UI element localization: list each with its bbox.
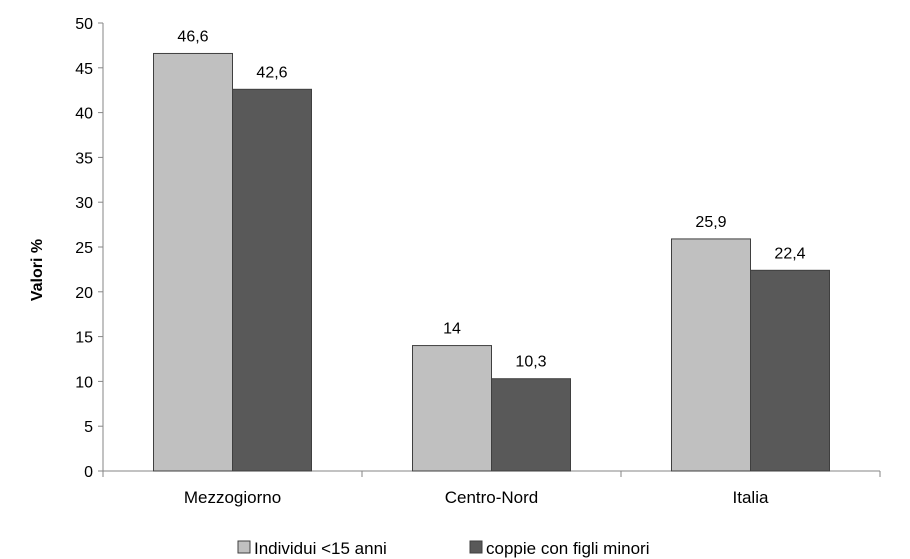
y-tick-label: 50 bbox=[75, 16, 93, 33]
bar bbox=[671, 238, 751, 472]
x-tick-label: Centro-Nord bbox=[445, 488, 539, 507]
axes: 0 5 10 15 20 25 30 35 40 45 50 Mezzogiorno Centro-No… bbox=[75, 16, 881, 507]
y-tick-label: 20 bbox=[75, 285, 93, 302]
y-tick-label: 0 bbox=[84, 464, 93, 481]
bar bbox=[412, 345, 492, 472]
legend-entry: Individui <15 anni bbox=[254, 539, 387, 558]
data-label: 10,3 bbox=[515, 354, 546, 371]
y-tick-label: 15 bbox=[75, 330, 93, 347]
bars: 46,6 42,6 14 10,3 25,9 22,4 bbox=[153, 28, 830, 472]
bar bbox=[750, 269, 830, 472]
y-tick-label: 40 bbox=[75, 106, 93, 123]
bar bbox=[232, 88, 312, 472]
y-axis-title: Valori % bbox=[29, 239, 46, 301]
y-tick-label: 45 bbox=[75, 61, 93, 78]
y-tick-label: 30 bbox=[75, 195, 93, 212]
bar bbox=[153, 52, 233, 472]
data-label: 25,9 bbox=[695, 214, 726, 231]
data-label: 42,6 bbox=[256, 64, 287, 81]
data-label: 22,4 bbox=[774, 245, 805, 262]
y-tick-label: 35 bbox=[75, 150, 93, 167]
y-tick-label: 5 bbox=[84, 419, 93, 436]
data-label: 14 bbox=[443, 321, 461, 338]
data-label: 46,6 bbox=[177, 28, 208, 45]
y-tick-label: 10 bbox=[75, 374, 93, 391]
x-tick-label: Italia bbox=[733, 488, 769, 507]
legend-entry: coppie con figli minori bbox=[486, 539, 649, 558]
x-tick-label: Mezzogiorno bbox=[184, 488, 281, 507]
legend: Individui <15 anni coppie con figli minor… bbox=[237, 539, 649, 558]
legend-swatch bbox=[469, 540, 483, 554]
bar bbox=[491, 378, 571, 472]
legend-swatch bbox=[237, 540, 251, 554]
y-tick-label: 25 bbox=[75, 240, 93, 257]
